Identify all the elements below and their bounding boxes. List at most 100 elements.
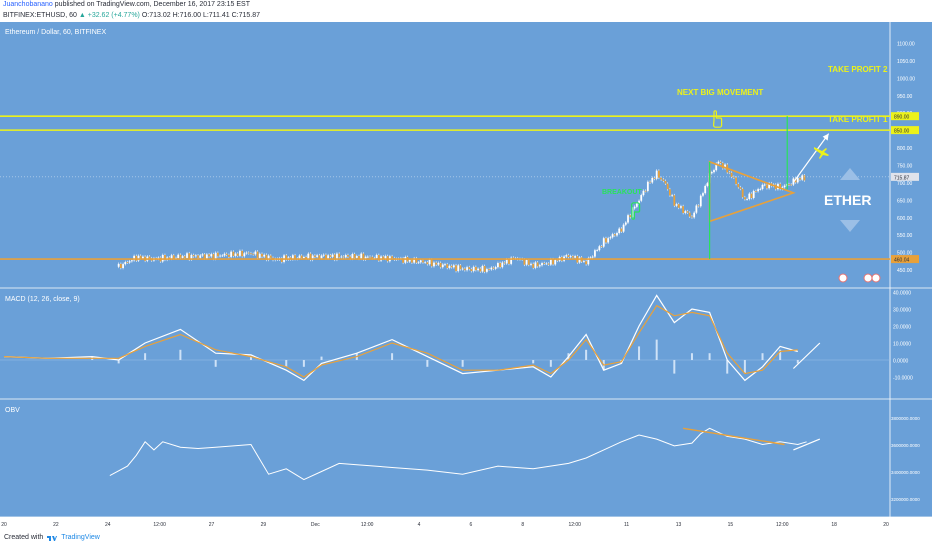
candle-body <box>168 257 171 259</box>
candle-body <box>305 256 307 259</box>
candle-body <box>607 238 610 243</box>
candle-body <box>748 193 751 200</box>
author-link[interactable]: Juanchobanano <box>3 1 53 8</box>
candle-body <box>761 184 764 189</box>
macd-histogram-bar <box>743 360 746 374</box>
candle-body <box>320 255 323 259</box>
candle-body <box>677 204 680 208</box>
candle-body <box>743 197 746 200</box>
macd-tick-label: -10.0000 <box>893 376 913 382</box>
candle-body <box>508 259 510 264</box>
candle-body <box>589 257 592 259</box>
macd-histogram-bar <box>761 353 764 360</box>
candle-body <box>605 238 607 243</box>
candle-body <box>314 255 316 257</box>
candle-body <box>192 255 195 257</box>
candle-body <box>657 170 660 178</box>
candle-body <box>741 188 744 198</box>
candle-body <box>719 161 722 164</box>
obv-line <box>109 427 807 481</box>
macd-trend-arrow <box>792 342 821 369</box>
candle-body <box>333 254 336 260</box>
candle-body <box>294 255 296 259</box>
candle-body <box>424 262 427 264</box>
price-tick-label: 950.00 <box>897 94 913 100</box>
candle-body <box>239 250 241 256</box>
macd-histogram-bar <box>426 360 429 367</box>
candle-body <box>250 253 252 255</box>
candle-body <box>523 259 526 265</box>
candle-body <box>223 253 226 256</box>
candle-body <box>620 228 623 232</box>
candle-body <box>732 176 735 178</box>
candle-body <box>799 178 801 180</box>
candle-body <box>492 267 495 269</box>
macd-histogram-bar <box>532 360 535 364</box>
macd-histogram-bar <box>461 360 464 367</box>
candle-body <box>369 256 371 258</box>
macd-histogram-bar <box>249 356 252 360</box>
candle-body <box>216 252 219 257</box>
candle-body <box>417 262 420 264</box>
candle-body <box>212 254 215 259</box>
candle-body <box>794 178 797 183</box>
candle-body <box>503 262 506 264</box>
macd-histogram-bar <box>179 349 182 360</box>
candle-body <box>190 255 193 260</box>
macd-histogram-bar <box>726 360 729 374</box>
footer: Created with TradingView <box>4 534 100 541</box>
candle-body <box>644 190 647 192</box>
time-tick-label: 20 <box>1 522 7 528</box>
candle-body <box>267 255 270 260</box>
candle-body <box>285 255 288 260</box>
candle-body <box>532 263 535 268</box>
candle-body <box>411 259 413 263</box>
candle-body <box>422 260 424 263</box>
candle-body <box>466 267 468 271</box>
candle-body <box>199 255 202 258</box>
ether-badge: ETHER <box>824 168 871 232</box>
tradingview-brand[interactable]: TradingView <box>61 534 100 541</box>
candle-body <box>591 256 594 258</box>
candle-body <box>721 163 724 169</box>
candle-body <box>327 255 330 259</box>
candle-body <box>616 233 618 236</box>
candle-body <box>622 224 625 232</box>
breakout-label: BREAKOUT <box>602 189 642 196</box>
candle-body <box>261 253 263 257</box>
candle-body <box>574 256 576 258</box>
candle-body <box>801 175 804 180</box>
event-icons[interactable] <box>838 273 881 283</box>
candle-body <box>571 256 574 258</box>
airplane-icon <box>814 147 829 159</box>
candle-body <box>205 254 208 259</box>
obv-tick-label: 3200000.0000 <box>891 497 920 502</box>
candle-body <box>728 172 731 174</box>
event-flag-icon[interactable] <box>838 273 848 283</box>
candle-body <box>730 172 733 177</box>
candle-body <box>763 184 766 186</box>
candle-body <box>210 254 213 257</box>
candle-body <box>435 262 438 265</box>
price-tick-label: 550.00 <box>897 233 913 239</box>
candle-body <box>803 175 806 181</box>
candle-body <box>366 256 369 258</box>
event-flag-icon[interactable] <box>863 273 873 283</box>
level-price-tag <box>891 255 919 264</box>
candle-body <box>790 184 793 186</box>
chart-area[interactable]: Ethereum / Dollar, 60, BITFINEX MACD (12… <box>0 22 932 532</box>
candle-body <box>512 257 515 259</box>
candle-body <box>547 263 550 265</box>
candle-body <box>371 256 374 259</box>
macd-histogram-bar <box>779 349 782 360</box>
candle-body <box>384 256 387 259</box>
candle-body <box>638 200 640 204</box>
candle-body <box>448 265 451 268</box>
event-flag-icon[interactable] <box>871 273 881 283</box>
candle-body <box>142 256 144 259</box>
candle-body <box>779 183 782 190</box>
candle-body <box>757 189 760 192</box>
time-tick-label: 18 <box>831 522 837 528</box>
take-profit-2-label: TAKE PROFIT 2 <box>828 65 888 74</box>
candle-body <box>148 256 151 259</box>
